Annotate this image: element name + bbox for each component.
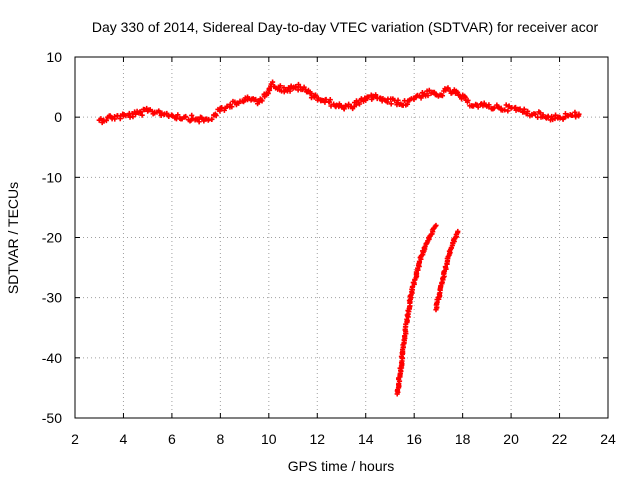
data-point-main (192, 117, 198, 123)
data-point-main (341, 106, 347, 112)
x-axis-label: GPS time / hours (288, 458, 395, 474)
data-point-main (130, 114, 136, 120)
data-point-main (287, 88, 293, 94)
data-point-main (356, 101, 363, 107)
data-point-main (138, 109, 144, 115)
x-tick-label: 18 (455, 431, 471, 447)
chart-title: Day 330 of 2014, Sidereal Day-to-day VTE… (92, 19, 599, 35)
data-point-main (288, 83, 294, 89)
data-point-main (189, 112, 195, 119)
y-tick-label: -20 (42, 230, 62, 246)
data-point-main (360, 98, 367, 104)
data-points-layer (96, 79, 582, 397)
data-point-main (209, 116, 215, 122)
y-axis-label: SDTVAR / TECUs (5, 182, 21, 294)
data-point-main (183, 113, 189, 120)
data-point-main (107, 113, 113, 119)
x-tick-label: 10 (261, 431, 277, 447)
data-point-main (293, 84, 299, 90)
data-point-main (491, 105, 497, 111)
y-tick-label: -40 (42, 350, 62, 366)
x-tick-label: 22 (552, 431, 568, 447)
data-point-main (342, 102, 349, 109)
y-tick-label: 10 (46, 49, 62, 65)
data-point-main (525, 108, 531, 114)
data-point-main (373, 92, 379, 98)
data-point-main (327, 97, 333, 103)
data-point-main (454, 89, 461, 95)
data-point-main (295, 81, 302, 88)
data-point-main (230, 98, 236, 105)
data-point-main (259, 98, 265, 104)
x-tick-label: 4 (120, 431, 128, 447)
data-point-main (560, 115, 566, 121)
x-tick-label: 24 (600, 431, 616, 447)
x-tick-label: 12 (309, 431, 325, 447)
data-point-main (103, 117, 109, 124)
data-point-main (219, 105, 225, 111)
data-point-main (305, 87, 312, 93)
data-point-main (395, 97, 401, 103)
y-tick-label: -10 (42, 169, 62, 185)
data-point-main (221, 107, 227, 113)
data-point-main (473, 101, 479, 107)
data-point-main (139, 112, 145, 118)
x-tick-label: 14 (358, 431, 374, 447)
grid-layer (75, 57, 608, 418)
data-point-main (505, 108, 511, 114)
data-point-main (175, 112, 181, 118)
data-point-main (411, 96, 417, 103)
data-point-main (196, 119, 202, 125)
data-point-main (390, 96, 396, 102)
data-point-track-b (438, 284, 444, 290)
data-point-main (269, 79, 276, 85)
data-point-main (520, 109, 526, 115)
data-point-main (475, 104, 481, 110)
x-tick-label: 8 (216, 431, 224, 447)
data-point-main (277, 83, 283, 89)
data-point-main (531, 111, 537, 117)
data-point-main (229, 104, 235, 110)
data-point-track-b (446, 248, 453, 254)
x-tick-label: 16 (406, 431, 422, 447)
data-point-main (195, 116, 201, 122)
data-point-main (312, 92, 319, 98)
x-tick-label: 20 (503, 431, 519, 447)
data-point-main (445, 85, 451, 91)
data-point-track-a (432, 223, 438, 230)
data-point-main (98, 116, 104, 122)
x-tick-label: 6 (168, 431, 176, 447)
data-point-main (458, 96, 465, 102)
y-tick-label: 0 (54, 109, 62, 125)
data-point-main (213, 113, 219, 119)
data-point-main (502, 107, 508, 113)
data-point-main (439, 93, 446, 99)
data-point-main (301, 84, 307, 90)
data-point-main (265, 90, 271, 97)
data-point-main (575, 113, 582, 119)
y-tick-label: -30 (42, 290, 62, 306)
data-point-main (240, 99, 247, 105)
data-point-main (465, 97, 471, 103)
data-point-main (506, 103, 512, 109)
data-point-main (426, 87, 432, 93)
plot-frame (74, 56, 609, 419)
data-point-track-b (454, 230, 461, 236)
data-point-main (549, 113, 555, 120)
data-point-main (503, 102, 509, 108)
data-point-main (353, 102, 359, 108)
data-point-main (161, 111, 167, 118)
data-point-main (388, 101, 394, 107)
x-tick-label: 2 (71, 431, 79, 447)
y-tick-label: -50 (42, 410, 62, 426)
data-point-main (495, 104, 501, 110)
data-point-main (425, 92, 431, 99)
data-point-main (365, 94, 372, 100)
data-point-main (156, 108, 162, 114)
data-point-main (521, 106, 527, 112)
data-point-main (179, 116, 185, 122)
